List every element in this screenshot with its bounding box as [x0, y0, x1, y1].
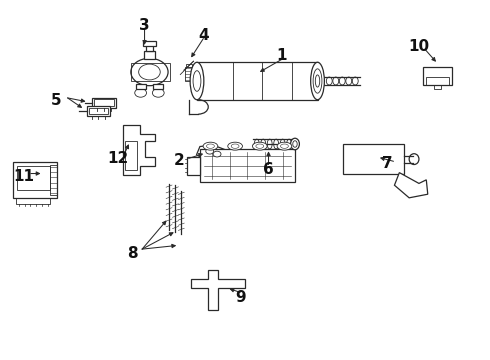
Bar: [131, 63, 170, 81]
Text: 12: 12: [107, 151, 128, 166]
Bar: [144, 51, 155, 59]
Circle shape: [135, 89, 147, 97]
Bar: [143, 41, 156, 46]
Circle shape: [347, 161, 363, 172]
Bar: [428, 79, 436, 85]
Bar: [136, 84, 146, 89]
Bar: [426, 77, 449, 85]
Bar: [92, 98, 116, 108]
Text: 6: 6: [263, 162, 274, 177]
Text: 10: 10: [408, 39, 430, 54]
Ellipse shape: [190, 62, 204, 100]
Circle shape: [206, 148, 214, 154]
Text: 4: 4: [198, 28, 209, 44]
Text: 8: 8: [127, 246, 138, 261]
Bar: [434, 85, 441, 89]
Polygon shape: [122, 125, 155, 175]
Bar: [185, 67, 193, 81]
Bar: [94, 99, 114, 106]
Text: 9: 9: [235, 289, 245, 305]
Ellipse shape: [409, 154, 419, 165]
Polygon shape: [196, 145, 226, 161]
Bar: [50, 165, 57, 195]
Bar: [197, 62, 318, 100]
Text: 11: 11: [13, 169, 34, 184]
Ellipse shape: [311, 62, 324, 100]
Bar: [193, 70, 199, 73]
Circle shape: [227, 280, 236, 287]
Bar: [440, 79, 447, 85]
Bar: [187, 157, 200, 175]
Circle shape: [347, 146, 363, 158]
Bar: [17, 166, 50, 190]
Bar: [89, 108, 108, 114]
Bar: [200, 149, 295, 182]
Bar: [153, 84, 163, 89]
Ellipse shape: [291, 138, 299, 150]
Ellipse shape: [252, 142, 267, 150]
Text: 5: 5: [51, 93, 62, 108]
Bar: [343, 144, 404, 174]
Circle shape: [198, 280, 207, 287]
Polygon shape: [394, 172, 428, 198]
Text: 1: 1: [276, 48, 287, 63]
Bar: [13, 162, 57, 198]
Circle shape: [367, 146, 383, 158]
Text: 2: 2: [173, 153, 184, 168]
Ellipse shape: [277, 142, 292, 150]
Text: 7: 7: [382, 156, 392, 171]
Circle shape: [213, 151, 221, 157]
Ellipse shape: [203, 142, 218, 150]
Bar: [125, 141, 137, 170]
Bar: [16, 198, 50, 204]
Bar: [423, 67, 452, 85]
Bar: [146, 45, 153, 51]
Circle shape: [152, 89, 164, 97]
Polygon shape: [191, 270, 245, 310]
Circle shape: [367, 161, 383, 172]
Bar: [87, 106, 110, 116]
Ellipse shape: [228, 142, 243, 150]
Bar: [192, 73, 200, 87]
Text: 3: 3: [139, 18, 150, 33]
Bar: [186, 64, 192, 67]
